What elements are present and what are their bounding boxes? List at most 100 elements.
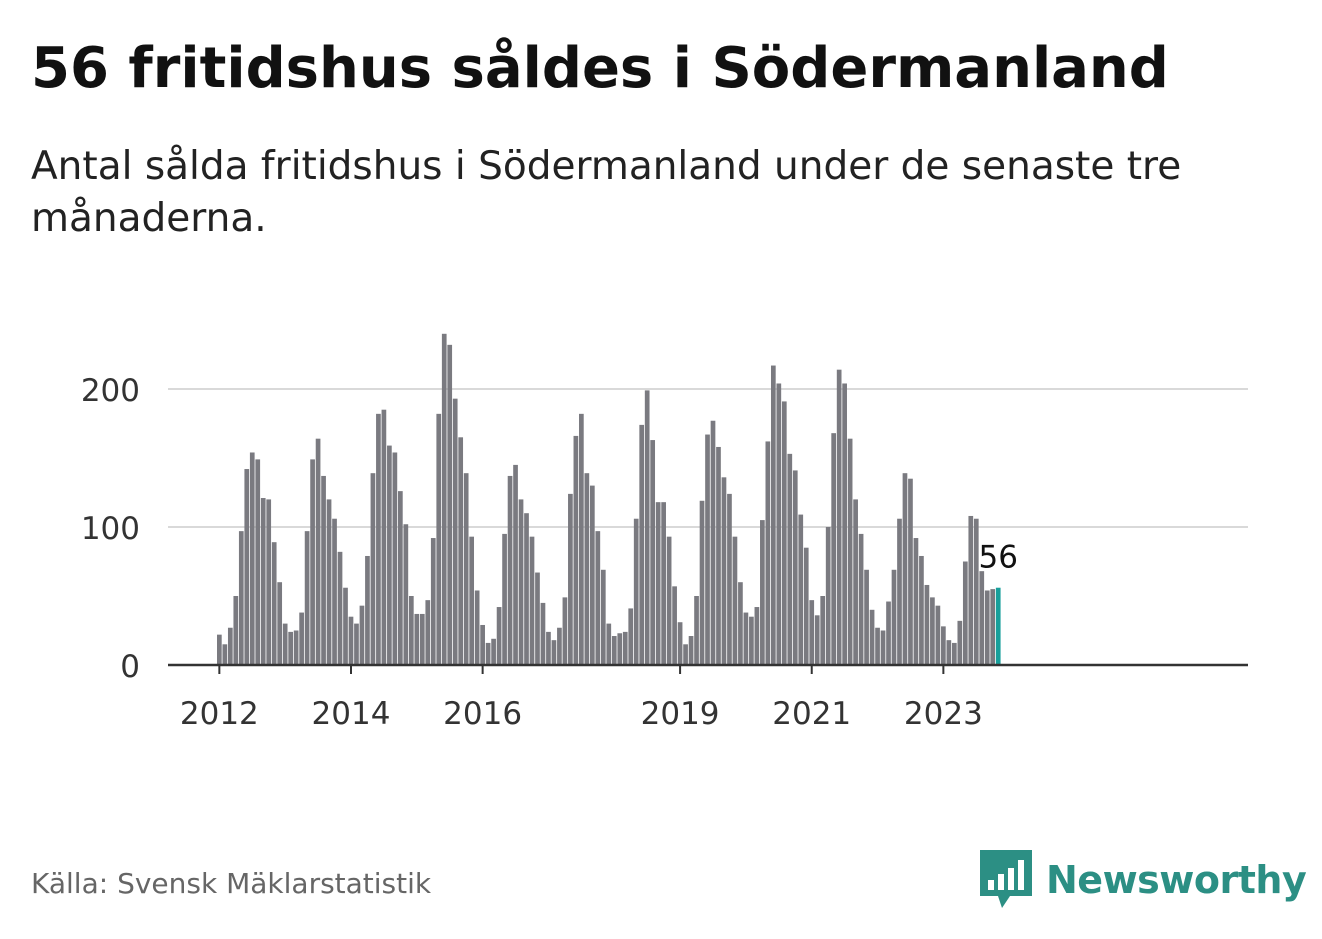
bar <box>765 441 771 665</box>
bar <box>644 390 650 665</box>
bar <box>271 542 277 665</box>
bar <box>557 627 562 665</box>
bar <box>655 502 661 665</box>
bar <box>419 613 425 665</box>
bar <box>304 531 310 665</box>
x-tick-label: 2019 <box>641 696 720 732</box>
bar <box>617 633 623 665</box>
bar <box>589 485 595 665</box>
bar <box>217 634 222 665</box>
newsworthy-logo: Newsworthy <box>980 850 1307 910</box>
bar <box>973 518 979 665</box>
bar <box>820 596 826 665</box>
bar <box>990 589 996 665</box>
bar <box>798 514 804 665</box>
bar <box>398 491 403 665</box>
bar <box>633 518 639 665</box>
bar <box>370 473 376 665</box>
bar <box>480 624 485 665</box>
bar <box>749 616 754 665</box>
bar <box>760 520 765 665</box>
bar <box>738 582 743 665</box>
bar <box>836 369 842 665</box>
bar <box>935 605 941 665</box>
bar <box>809 600 815 665</box>
bar <box>913 538 919 665</box>
bar <box>770 365 776 665</box>
bar <box>595 531 601 665</box>
bar <box>694 596 699 665</box>
bar <box>930 597 935 665</box>
bar <box>299 612 304 665</box>
bar <box>743 612 749 665</box>
bar <box>814 615 820 665</box>
bar <box>376 413 381 665</box>
bar <box>908 478 913 665</box>
bar <box>436 413 442 665</box>
bar <box>310 459 315 665</box>
bar <box>392 452 398 665</box>
bar <box>666 536 672 665</box>
bar <box>513 464 518 665</box>
bar <box>880 630 886 665</box>
x-tick-label: 2014 <box>312 696 391 732</box>
bar <box>562 597 568 665</box>
bar <box>688 636 694 665</box>
bar <box>891 569 897 665</box>
bar <box>661 502 666 665</box>
bar <box>864 569 869 665</box>
x-tick-label: 2023 <box>904 696 983 732</box>
bar <box>551 640 557 665</box>
bar <box>842 383 847 665</box>
bar <box>951 642 957 665</box>
x-tick-label: 2016 <box>443 696 522 732</box>
bar <box>255 459 261 665</box>
bar <box>716 446 721 665</box>
bar <box>359 605 365 665</box>
bar <box>222 644 228 665</box>
bar <box>343 587 348 665</box>
bar <box>260 498 266 665</box>
bar <box>469 536 475 665</box>
bar <box>447 344 453 665</box>
bar <box>650 440 656 665</box>
bar <box>853 499 858 665</box>
chart-subtitle: Antal sålda fritidshus i Södermanland un… <box>31 144 1182 241</box>
logo-text: Newsworthy <box>1046 858 1307 902</box>
bar <box>485 642 491 665</box>
bar <box>425 600 431 665</box>
y-tick-label: 100 <box>81 511 140 547</box>
bar <box>238 531 244 665</box>
bar <box>611 636 617 665</box>
bar <box>354 623 359 665</box>
bar <box>721 477 727 665</box>
bar <box>524 513 529 665</box>
bar <box>573 435 579 665</box>
bar <box>732 536 738 665</box>
bar <box>984 590 990 665</box>
bar <box>979 571 985 665</box>
x-tick-label: 2012 <box>180 696 259 732</box>
bar <box>568 493 573 665</box>
bar <box>924 584 930 665</box>
bar <box>507 475 513 665</box>
bar <box>540 602 546 665</box>
bar <box>293 630 299 665</box>
bar <box>518 499 524 665</box>
bar <box>672 586 677 665</box>
bar <box>381 409 387 665</box>
bar <box>803 547 809 665</box>
bar <box>584 473 590 665</box>
bar <box>365 555 370 665</box>
bar <box>502 533 507 665</box>
bar <box>332 518 337 665</box>
bar <box>546 631 551 665</box>
bar <box>847 438 853 665</box>
highlight-bar <box>995 587 1001 665</box>
bar <box>326 499 332 665</box>
y-tick-label: 200 <box>81 373 140 409</box>
bar <box>776 383 782 665</box>
bar <box>408 596 414 665</box>
bar <box>321 475 326 665</box>
bar <box>535 572 540 665</box>
